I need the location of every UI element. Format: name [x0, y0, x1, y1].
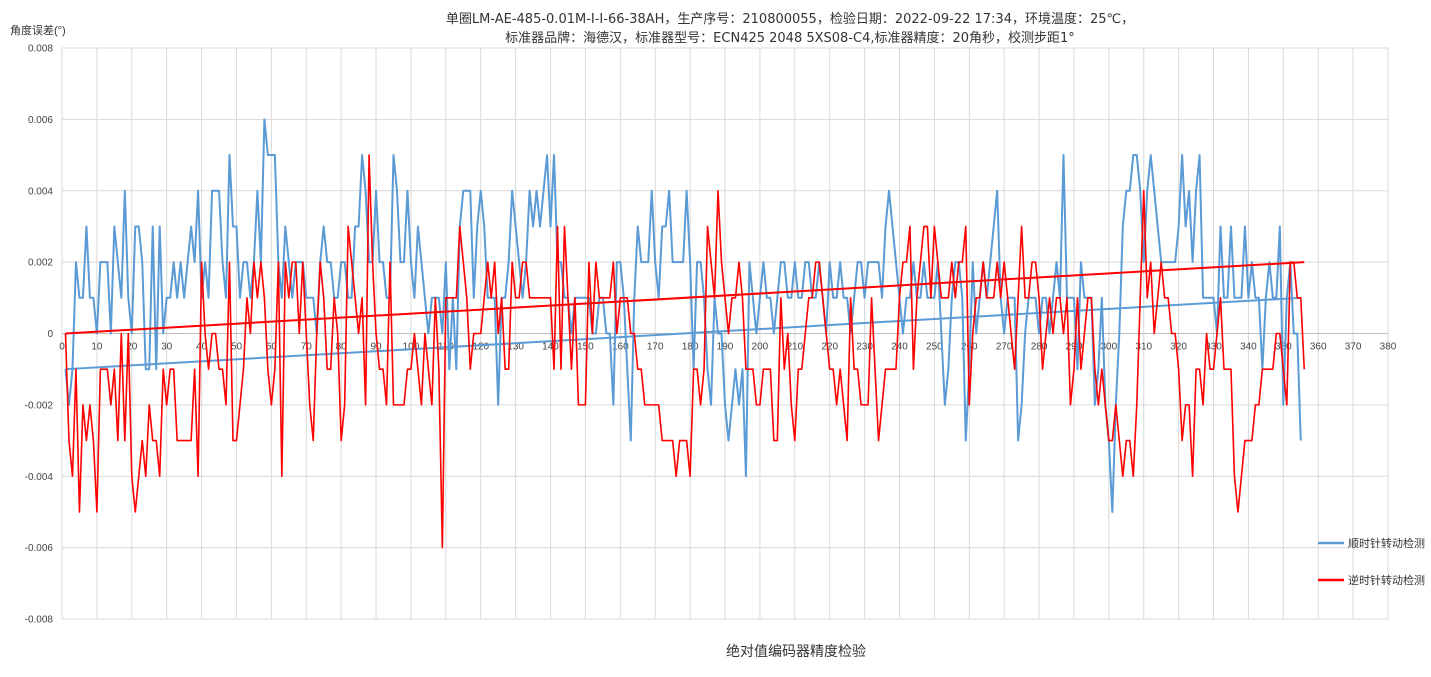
x-tick-label: 380: [1380, 342, 1397, 353]
legend-label-1: 顺时针转动检测: [1348, 536, 1425, 550]
x-tick-label: 200: [752, 342, 769, 353]
y-tick-label: 0.006: [28, 115, 53, 126]
x-tick-label: 100: [403, 342, 420, 353]
chart-subtitle: 标准器品牌：海德汉，标准器型号：ECN425 2048 5XS08-C4,标准器…: [505, 31, 1075, 46]
x-tick-label: 120: [472, 342, 489, 353]
y-tick-label: 0: [47, 329, 53, 340]
x-tick-label: 240: [891, 342, 908, 353]
x-tick-label: 370: [1345, 342, 1362, 353]
x-tick-label: 140: [542, 342, 559, 353]
x-tick-label: 250: [926, 342, 943, 353]
x-tick-label: 130: [507, 342, 524, 353]
y-tick-label: -0.004: [25, 472, 54, 483]
y-tick-label: -0.008: [25, 615, 54, 626]
x-tick-label: 90: [370, 342, 382, 353]
x-tick-label: 30: [161, 342, 173, 353]
x-tick-label: 320: [1170, 342, 1187, 353]
series-line-1: [64, 118, 1302, 513]
x-tick-label: 300: [1100, 342, 1117, 353]
y-tick-label: 0.008: [28, 44, 53, 55]
x-tick-label: 40: [196, 342, 208, 353]
x-tick-label: 60: [266, 342, 278, 353]
x-tick-label: 20: [126, 342, 138, 353]
x-tick-label: 180: [682, 342, 699, 353]
x-tick-label: 210: [786, 342, 803, 353]
series-line-2: [64, 154, 1306, 549]
y-axis-label: 角度误差(°): [10, 25, 66, 37]
x-tick-label: 330: [1205, 342, 1222, 353]
x-tick-label: 270: [996, 342, 1013, 353]
x-tick-label: 150: [577, 342, 594, 353]
x-tick-label: 350: [1275, 342, 1292, 353]
trendline-2: [65, 261, 1305, 335]
y-tick-label: -0.002: [25, 400, 54, 411]
x-tick-label: 340: [1240, 342, 1257, 353]
y-tick-label: 0.004: [28, 186, 53, 197]
x-tick-label: 220: [821, 342, 838, 353]
x-tick-label: 190: [717, 342, 734, 353]
x-axis-label: 绝对值编码器精度检验: [726, 643, 866, 659]
chart-title: 单圈LM-AE-485-0.01M-I-I-66-38AH，生产序号：21080…: [445, 12, 1135, 27]
x-tick-label: 280: [1031, 342, 1048, 353]
y-tick-label: -0.006: [25, 543, 54, 554]
x-tick-label: 360: [1310, 342, 1327, 353]
x-tick-label: 10: [91, 342, 103, 353]
x-tick-label: 290: [1066, 342, 1083, 353]
x-tick-label: 170: [647, 342, 664, 353]
legend-label-2: 逆时针转动检测: [1348, 573, 1425, 587]
x-tick-label: 160: [612, 342, 629, 353]
x-tick-label: 80: [336, 342, 348, 353]
x-tick-label: 310: [1135, 342, 1152, 353]
trendline-1: [65, 296, 1301, 371]
x-tick-label: 50: [231, 342, 243, 353]
y-tick-label: 0.002: [28, 258, 53, 269]
x-tick-label: 230: [856, 342, 873, 353]
x-tick-label: 0: [59, 342, 65, 353]
